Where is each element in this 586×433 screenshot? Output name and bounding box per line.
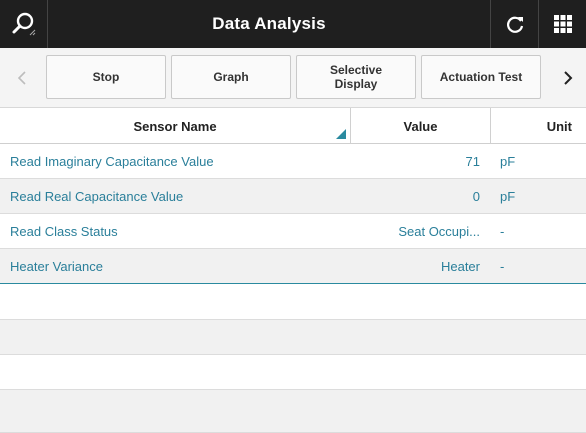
grid-menu-button[interactable] bbox=[538, 0, 586, 48]
unit-cell: pF bbox=[500, 154, 516, 169]
stop-button[interactable]: Stop bbox=[46, 55, 166, 99]
unit-cell: - bbox=[500, 224, 505, 239]
value-cell: Seat Occupi... bbox=[398, 224, 480, 239]
refresh-button[interactable] bbox=[490, 0, 538, 48]
grid-menu-icon bbox=[553, 15, 572, 33]
search-icon bbox=[12, 12, 35, 36]
empty-row bbox=[0, 355, 586, 390]
value-cell: 71 bbox=[465, 154, 480, 169]
value-cell: Heater bbox=[440, 259, 480, 274]
column-header-sensor-name[interactable]: Sensor Name bbox=[133, 118, 217, 134]
sort-indicator-icon bbox=[336, 129, 346, 139]
graph-button[interactable]: Graph bbox=[171, 55, 291, 99]
value-cell: 0 bbox=[472, 189, 480, 204]
scroll-left-button[interactable] bbox=[4, 58, 40, 98]
table-header: Sensor Name Value Unit bbox=[0, 108, 586, 144]
sensor-name-cell: Heater Variance bbox=[10, 259, 103, 274]
sensor-name-cell: Read Class Status bbox=[10, 224, 118, 239]
chevron-right-icon bbox=[564, 71, 573, 85]
unit-cell: pF bbox=[500, 189, 516, 204]
table-row[interactable]: Read Imaginary Capacitance Value 71 pF bbox=[0, 144, 586, 179]
table-row[interactable]: Heater Variance Heater - bbox=[0, 249, 586, 284]
chevron-left-icon bbox=[17, 71, 26, 85]
sensor-name-cell: Read Real Capacitance Value bbox=[10, 189, 184, 204]
sensor-name-cell: Read Imaginary Capacitance Value bbox=[10, 154, 214, 169]
search-button[interactable] bbox=[0, 0, 48, 48]
column-header-unit[interactable]: Unit bbox=[490, 108, 586, 144]
table-row[interactable]: Read Class Status Seat Occupi... - bbox=[0, 214, 586, 249]
empty-row bbox=[0, 320, 586, 355]
refresh-icon bbox=[506, 16, 523, 33]
table-row[interactable]: Read Real Capacitance Value 0 pF bbox=[0, 179, 586, 214]
scroll-right-button[interactable] bbox=[550, 58, 586, 98]
empty-row bbox=[0, 390, 586, 433]
app-header: Data Analysis bbox=[0, 0, 586, 48]
page-title: Data Analysis bbox=[212, 14, 326, 33]
empty-row bbox=[0, 285, 586, 320]
column-header-value[interactable]: Value bbox=[350, 108, 490, 144]
unit-cell: - bbox=[500, 259, 505, 274]
toolbar: Stop Graph Selective Display Actuation T… bbox=[0, 48, 586, 108]
selective-display-button[interactable]: Selective Display bbox=[296, 55, 416, 99]
actuation-test-button[interactable]: Actuation Test bbox=[421, 55, 541, 99]
